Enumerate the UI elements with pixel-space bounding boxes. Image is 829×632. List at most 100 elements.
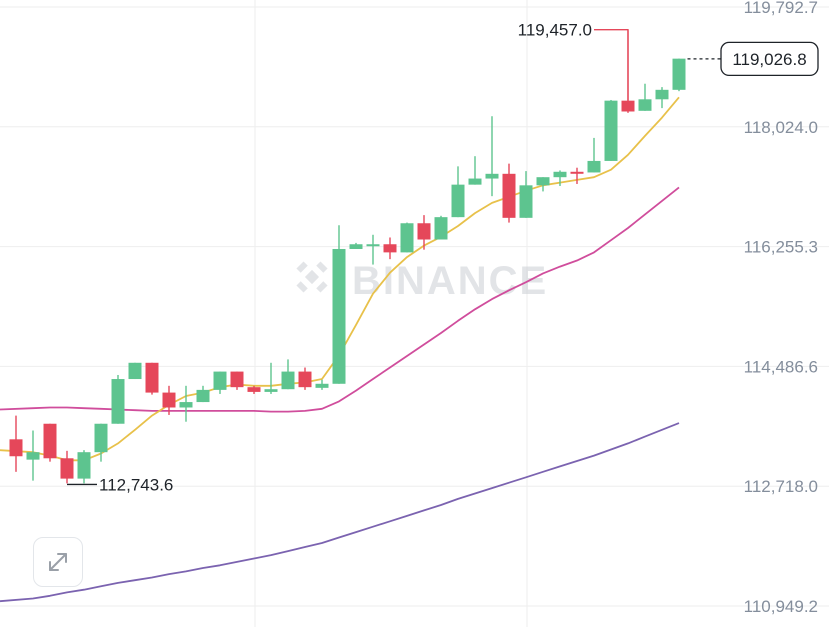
candle-body bbox=[247, 387, 261, 392]
candle-up bbox=[451, 166, 465, 218]
candle-up bbox=[638, 83, 652, 111]
candle-up bbox=[179, 385, 193, 422]
candle-up bbox=[332, 225, 346, 384]
candle-body bbox=[604, 100, 618, 161]
candle-down bbox=[298, 367, 312, 390]
candle-body bbox=[196, 389, 210, 403]
candle-body bbox=[519, 185, 533, 218]
current-price-box bbox=[720, 41, 819, 77]
binance-logo-icon bbox=[296, 261, 328, 293]
candle-body bbox=[400, 223, 414, 253]
ma-slow-line bbox=[0, 422, 680, 603]
candle-up bbox=[26, 430, 40, 481]
candle-body bbox=[672, 58, 686, 90]
candle-down bbox=[570, 167, 584, 184]
candle-up bbox=[94, 423, 108, 462]
candle-body bbox=[451, 184, 465, 218]
candle-body bbox=[298, 371, 312, 388]
candle-up bbox=[672, 58, 686, 92]
candle-up bbox=[536, 177, 550, 192]
expand-arrows-icon bbox=[49, 553, 67, 571]
candle-body bbox=[26, 452, 40, 460]
candle-body bbox=[315, 383, 329, 388]
candle-up bbox=[264, 362, 278, 394]
candle-body bbox=[60, 458, 74, 479]
candle-body bbox=[383, 244, 397, 253]
price-axis: 119,792.7 118,024.0 116,255.3 114,486.6 112,… bbox=[744, 0, 818, 616]
price-axis-tick-label: 116,255.3 bbox=[744, 238, 818, 257]
candle-up bbox=[281, 359, 295, 390]
ma-mid-line bbox=[0, 186, 680, 413]
price-axis-tick-label: 119,792.7 bbox=[744, 0, 818, 17]
candle-down bbox=[502, 163, 516, 223]
ma-fast-line bbox=[0, 96, 680, 462]
candle-up bbox=[434, 215, 448, 240]
candle-body bbox=[281, 371, 295, 390]
low-price-label: 112,743.6 bbox=[99, 476, 173, 495]
candle-up bbox=[485, 116, 499, 197]
candle-body bbox=[587, 160, 601, 173]
candle-body bbox=[553, 171, 567, 178]
candle-body bbox=[9, 439, 23, 457]
price-axis-tick-label: 110,949.2 bbox=[744, 597, 818, 616]
price-axis-tick-label: 112,718.0 bbox=[744, 477, 818, 496]
candle-up bbox=[349, 242, 363, 249]
candle-up bbox=[196, 385, 210, 403]
candle-down bbox=[43, 423, 57, 462]
candle-body bbox=[213, 371, 227, 390]
candle-body bbox=[94, 423, 108, 453]
candle-up bbox=[366, 234, 380, 265]
candle-body bbox=[162, 392, 176, 408]
candle-down bbox=[60, 450, 74, 484]
candle-body bbox=[417, 223, 431, 240]
candle-body bbox=[332, 248, 346, 384]
candle-body bbox=[655, 89, 669, 100]
candle-down bbox=[162, 385, 176, 415]
candle-down bbox=[230, 371, 244, 390]
candle-body bbox=[536, 177, 550, 186]
candle-body bbox=[349, 244, 363, 249]
candle-body bbox=[485, 173, 499, 179]
candle-up bbox=[587, 137, 601, 173]
candle-down bbox=[247, 385, 261, 394]
candle-body bbox=[179, 402, 193, 408]
candle-up bbox=[655, 87, 669, 109]
candle-down bbox=[9, 415, 23, 472]
candle-body bbox=[570, 171, 584, 174]
price-axis-tick-label: 114,486.6 bbox=[744, 357, 818, 376]
candle-up bbox=[553, 170, 567, 186]
candle-up bbox=[519, 171, 533, 218]
candle-body bbox=[366, 244, 380, 247]
candle-up bbox=[468, 156, 482, 185]
candle-body bbox=[621, 100, 635, 112]
candle-down bbox=[417, 215, 431, 250]
high-leader-line bbox=[594, 29, 629, 101]
candle-body bbox=[638, 99, 652, 111]
candle-body bbox=[468, 178, 482, 185]
candles bbox=[9, 30, 686, 484]
price-axis-tick-label: 118,024.0 bbox=[744, 118, 818, 137]
candle-body bbox=[145, 362, 159, 393]
high-price-label: 119,457.0 bbox=[518, 21, 592, 40]
candle-up bbox=[213, 371, 227, 394]
candle-up bbox=[604, 99, 618, 161]
candle-down bbox=[383, 237, 397, 260]
annotations: 119,457.0 112,743.6 119,026.8 bbox=[67, 21, 819, 495]
candle-body bbox=[128, 362, 142, 380]
candle-body bbox=[111, 379, 125, 424]
moving-averages bbox=[0, 96, 680, 603]
candle-body bbox=[434, 217, 448, 240]
current-price-label: 119,026.8 bbox=[732, 50, 806, 69]
candle-up bbox=[128, 362, 142, 380]
candle-up bbox=[111, 374, 125, 424]
candle-body bbox=[77, 452, 91, 479]
candle-body bbox=[43, 423, 57, 459]
expand-chart-button[interactable] bbox=[33, 537, 83, 587]
candle-up bbox=[77, 450, 91, 484]
candle-up bbox=[400, 222, 414, 253]
binance-watermark: BINANCE bbox=[352, 259, 548, 303]
candle-down bbox=[145, 362, 159, 395]
